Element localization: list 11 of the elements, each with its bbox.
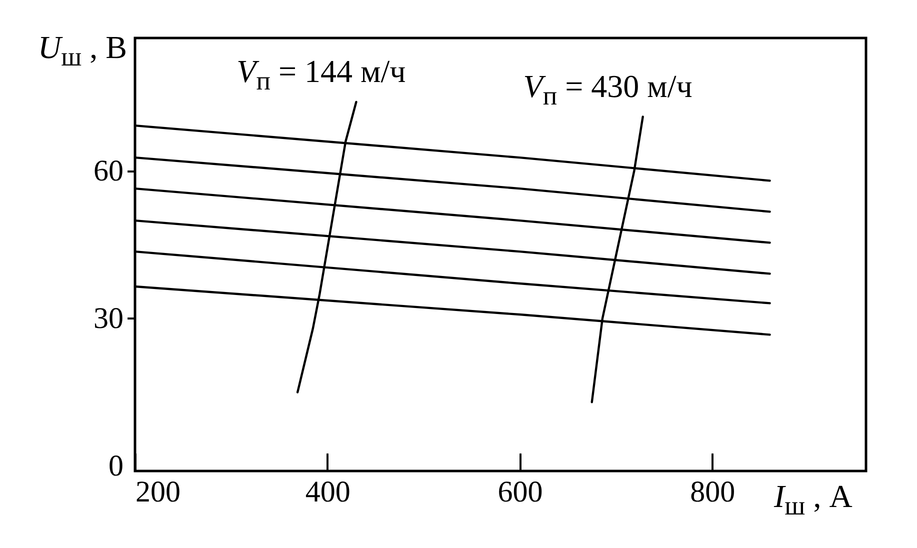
series-label: V$_{п}$ = 144 м/ч [236,52,406,96]
y-tick-label: 0 [108,450,124,483]
y-axis-title: U$_{ш}$ , В [38,28,127,72]
x-tick-label: 400 [305,476,350,508]
series-label: V$_{п}$ = 430 м/ч [523,68,692,110]
x-tick-label: 800 [690,476,736,508]
x-axis-title: I$_{ш}$ , А [774,478,852,520]
y-tick-label: 60 [94,154,124,188]
y-tick-label: 30 [94,302,124,335]
x-tick-label: 600 [498,476,543,508]
x-tick-label: 200 [136,476,180,508]
